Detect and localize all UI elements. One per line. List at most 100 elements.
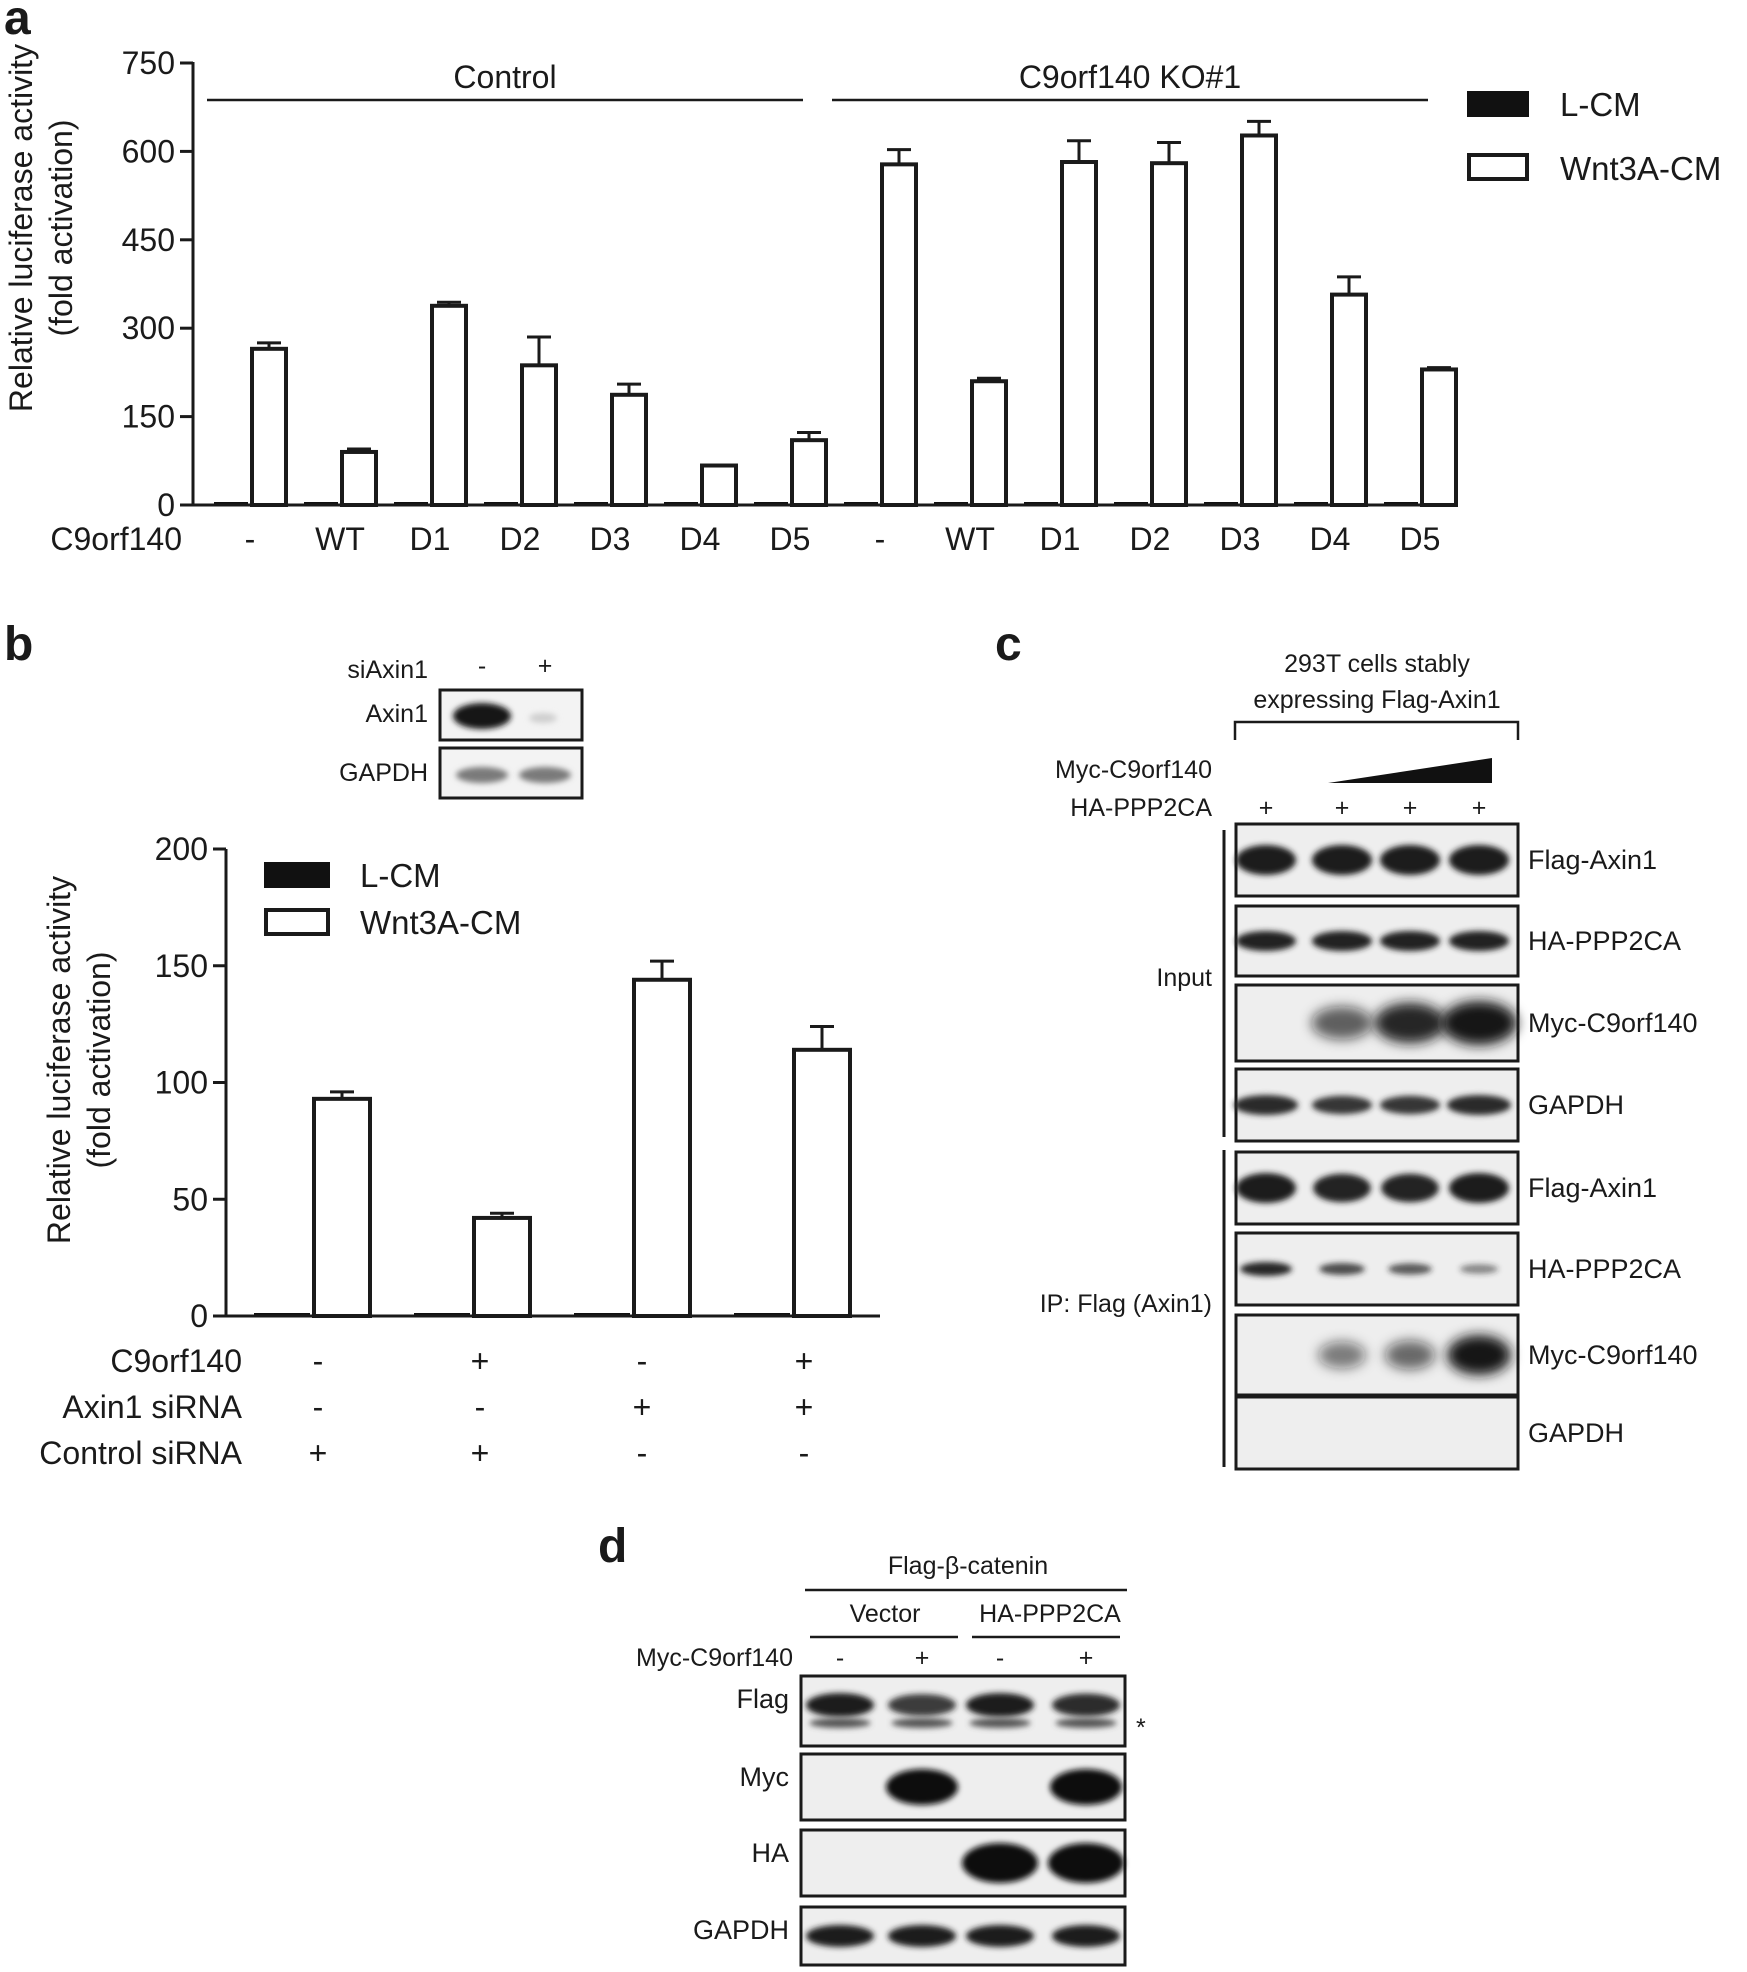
band [806, 1925, 874, 1947]
band [966, 1925, 1034, 1947]
band [962, 1843, 1038, 1883]
bar-wnt3a [970, 379, 1008, 507]
condition-value: - [799, 1435, 810, 1471]
panel-a-xlabel: C9orf140 [50, 521, 182, 557]
panel-a-y-ticks: 0 150 300 450 600 750 [122, 45, 193, 523]
y-tick-label: 300 [122, 310, 175, 346]
lane-sign: + [1335, 794, 1350, 822]
panel-d-group-ha: HA-PPP2CA [979, 1600, 1121, 1628]
band [1312, 845, 1372, 875]
blot-row-label: Myc-C9orf140 [1528, 1340, 1698, 1370]
inset-header: siAxin1 [347, 656, 428, 684]
panel-c: c 293T cells stably expressing Flag-Axin… [995, 618, 1698, 1471]
band [1447, 1095, 1511, 1115]
legend-label-lcm: L-CM [1560, 86, 1641, 123]
panel-b: b siAxin1 - + Axin1 GAPDH Relative lucif… [4, 618, 880, 1471]
lane-sign: + [1472, 794, 1487, 822]
band-lower [809, 1718, 871, 1728]
x-category-label: D4 [1310, 521, 1351, 557]
band [1240, 1262, 1292, 1276]
bar-wnt3a [792, 1047, 852, 1319]
panel-b-y-ticks: 0 50 100 150 200 [155, 831, 226, 1334]
panel-b-bars [254, 959, 852, 1319]
band [1385, 1340, 1435, 1370]
band [1319, 1263, 1365, 1275]
condition-value: + [471, 1343, 490, 1379]
condition-label: Control siRNA [39, 1435, 242, 1471]
y-tick-label: 600 [122, 133, 175, 169]
band [1312, 931, 1372, 951]
band-lower [891, 1718, 953, 1728]
band [1449, 1173, 1509, 1203]
panel-d-treat-label: Myc-C9orf140 [636, 1644, 793, 1672]
condition-value: + [795, 1389, 814, 1425]
panel-c-input-label: Input [1156, 964, 1212, 992]
blot-row-label: Myc [740, 1762, 790, 1792]
y-tick-label: 0 [157, 487, 175, 523]
blot-row-label: Myc-C9orf140 [1528, 1008, 1698, 1038]
bar-wnt3a [430, 303, 468, 507]
lane-sign: + [1259, 794, 1274, 822]
x-category-label: D2 [500, 521, 541, 557]
panel-c-header-bracket [1233, 720, 1520, 740]
bar-wnt3a [880, 162, 918, 507]
condition-value: - [313, 1343, 324, 1379]
panel-c-myc-label: Myc-C9orf140 [1055, 756, 1212, 784]
band [1050, 1769, 1122, 1805]
legend-swatch-lcm [1467, 91, 1529, 117]
x-category-label: D3 [590, 521, 631, 557]
panel-c-letter: c [995, 618, 1022, 671]
band-lower [969, 1718, 1031, 1728]
blot-row-label: GAPDH [693, 1915, 789, 1945]
band [1052, 1925, 1120, 1947]
band [1388, 1263, 1432, 1275]
band [1380, 845, 1440, 875]
condition-value: - [637, 1343, 648, 1379]
band [456, 767, 508, 783]
condition-value: - [313, 1389, 324, 1425]
panel-a-ylabel-2: (fold activation) [43, 120, 79, 337]
y-tick-label: 150 [155, 948, 208, 984]
bar-wnt3a [790, 438, 828, 508]
bar-wnt3a [632, 977, 692, 1318]
blot-row-label: Flag-Axin1 [1528, 845, 1657, 875]
band [1441, 1001, 1517, 1045]
lane-sign: + [1403, 794, 1418, 822]
band [1380, 931, 1440, 951]
inset-lane-2: + [538, 652, 553, 680]
legend-b-swatch-lcm [264, 862, 330, 888]
blot-row-label: Flag [736, 1684, 789, 1714]
band [886, 1769, 958, 1805]
condition-value: + [795, 1343, 814, 1379]
panel-c-ha-label: HA-PPP2CA [1070, 794, 1212, 822]
blot-row-label: HA [751, 1838, 789, 1868]
band [1234, 1095, 1298, 1115]
band [1311, 1006, 1373, 1040]
lane-sign: - [996, 1644, 1004, 1672]
panel-d-letter: d [598, 1520, 627, 1573]
group-label-control: Control [453, 59, 556, 95]
band [1381, 1173, 1439, 1203]
x-category-label: D4 [680, 521, 721, 557]
lane-sign: + [915, 1644, 930, 1672]
band [1311, 1095, 1373, 1115]
panel-a-category-labels: - WT D1 D2 D3 D4 D5 - WT D1 D2 D3 D4 D5 [245, 521, 1441, 557]
bar-wnt3a [610, 392, 648, 508]
x-category-label: D5 [770, 521, 811, 557]
inset-lane-1: - [478, 652, 486, 680]
bar-wnt3a [250, 346, 288, 507]
blot-row-label: HA-PPP2CA [1528, 926, 1681, 956]
panel-a-ylabel: Relative luciferase activity [3, 44, 39, 412]
condition-value: + [309, 1435, 328, 1471]
band [1374, 1002, 1446, 1044]
blot-box [799, 1752, 1127, 1822]
bar-wnt3a [520, 363, 558, 507]
x-category-label: D3 [1220, 521, 1261, 557]
x-category-label: WT [945, 521, 995, 557]
y-tick-label: 50 [172, 1181, 208, 1217]
x-category-label: - [245, 521, 256, 557]
x-category-label: D5 [1400, 521, 1441, 557]
condition-label: C9orf140 [110, 1343, 242, 1379]
band [806, 1693, 874, 1717]
